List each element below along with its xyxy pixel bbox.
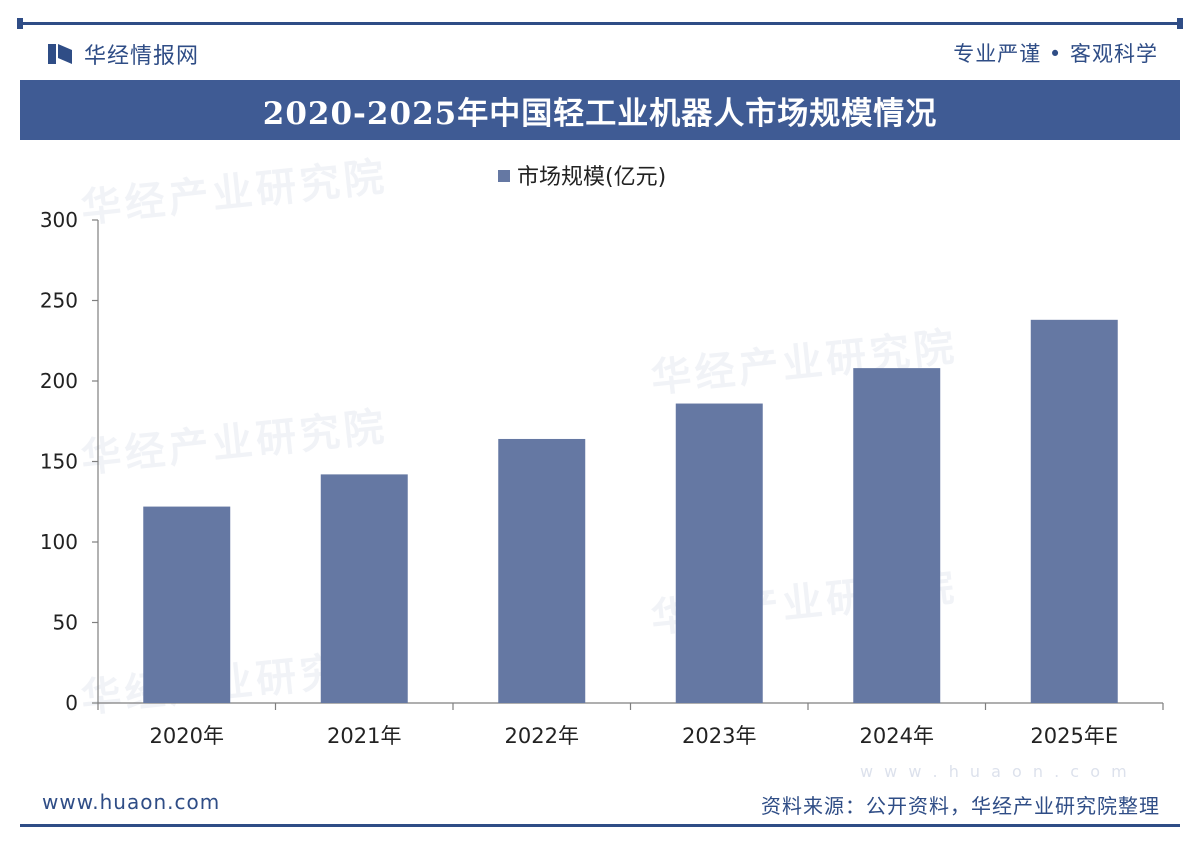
y-tick-label: 250 — [40, 289, 78, 313]
tagline: 专业严谨 • 客观科学 — [953, 42, 1158, 66]
bar — [143, 506, 231, 703]
chart-title: 2020-2025年中国轻工业机器人市场规模情况 — [262, 95, 938, 132]
top-frame-line — [20, 22, 1180, 25]
legend-swatch — [498, 170, 510, 182]
y-tick-label: 150 — [40, 450, 78, 474]
bar — [853, 368, 941, 703]
y-tick-label: 300 — [40, 208, 78, 232]
x-tick-label: 2025年E — [1030, 724, 1118, 748]
logo-icon — [48, 44, 72, 64]
bar — [1030, 319, 1118, 703]
footer-source: 资料来源：公开资料，华经产业研究院整理 — [761, 794, 1160, 818]
x-tick-label: 2023年 — [682, 724, 756, 748]
x-tick-label: 2021年 — [327, 724, 401, 748]
bottom-frame-line — [20, 824, 1180, 827]
bar — [498, 438, 586, 703]
x-tick-label: 2024年 — [860, 724, 934, 748]
bar — [320, 474, 408, 703]
y-tick-label: 0 — [65, 691, 78, 715]
title-bar: 2020-2025年中国轻工业机器人市场规模情况 — [20, 80, 1180, 140]
y-tick-label: 200 — [40, 369, 78, 393]
y-tick-label: 100 — [40, 530, 78, 554]
legend-label: 市场规模(亿元) — [517, 165, 666, 190]
x-tick-label: 2022年 — [505, 724, 579, 748]
bar-chart: 市场规模(亿元) 0 50 100 150 200 250 300 2020年 2021年 2022… — [40, 165, 1164, 748]
brand-logo: 华经情报网 — [46, 38, 199, 70]
bar — [675, 403, 763, 703]
logo-text: 华经情报网 — [84, 44, 200, 69]
footer-website[interactable]: www.huaon.com — [42, 790, 221, 814]
top-frame-cap-left — [17, 18, 23, 29]
footer-watermark-url: w w w . h u a o n . c o m — [860, 762, 1130, 781]
top-frame-cap-right — [1177, 18, 1183, 29]
chart-area: 市场规模(亿元) 0 50 100 150 200 250 300 2020年 2021年 2022… — [0, 150, 1200, 775]
y-tick-label: 50 — [53, 611, 78, 635]
x-tick-label: 2020年 — [150, 724, 224, 748]
